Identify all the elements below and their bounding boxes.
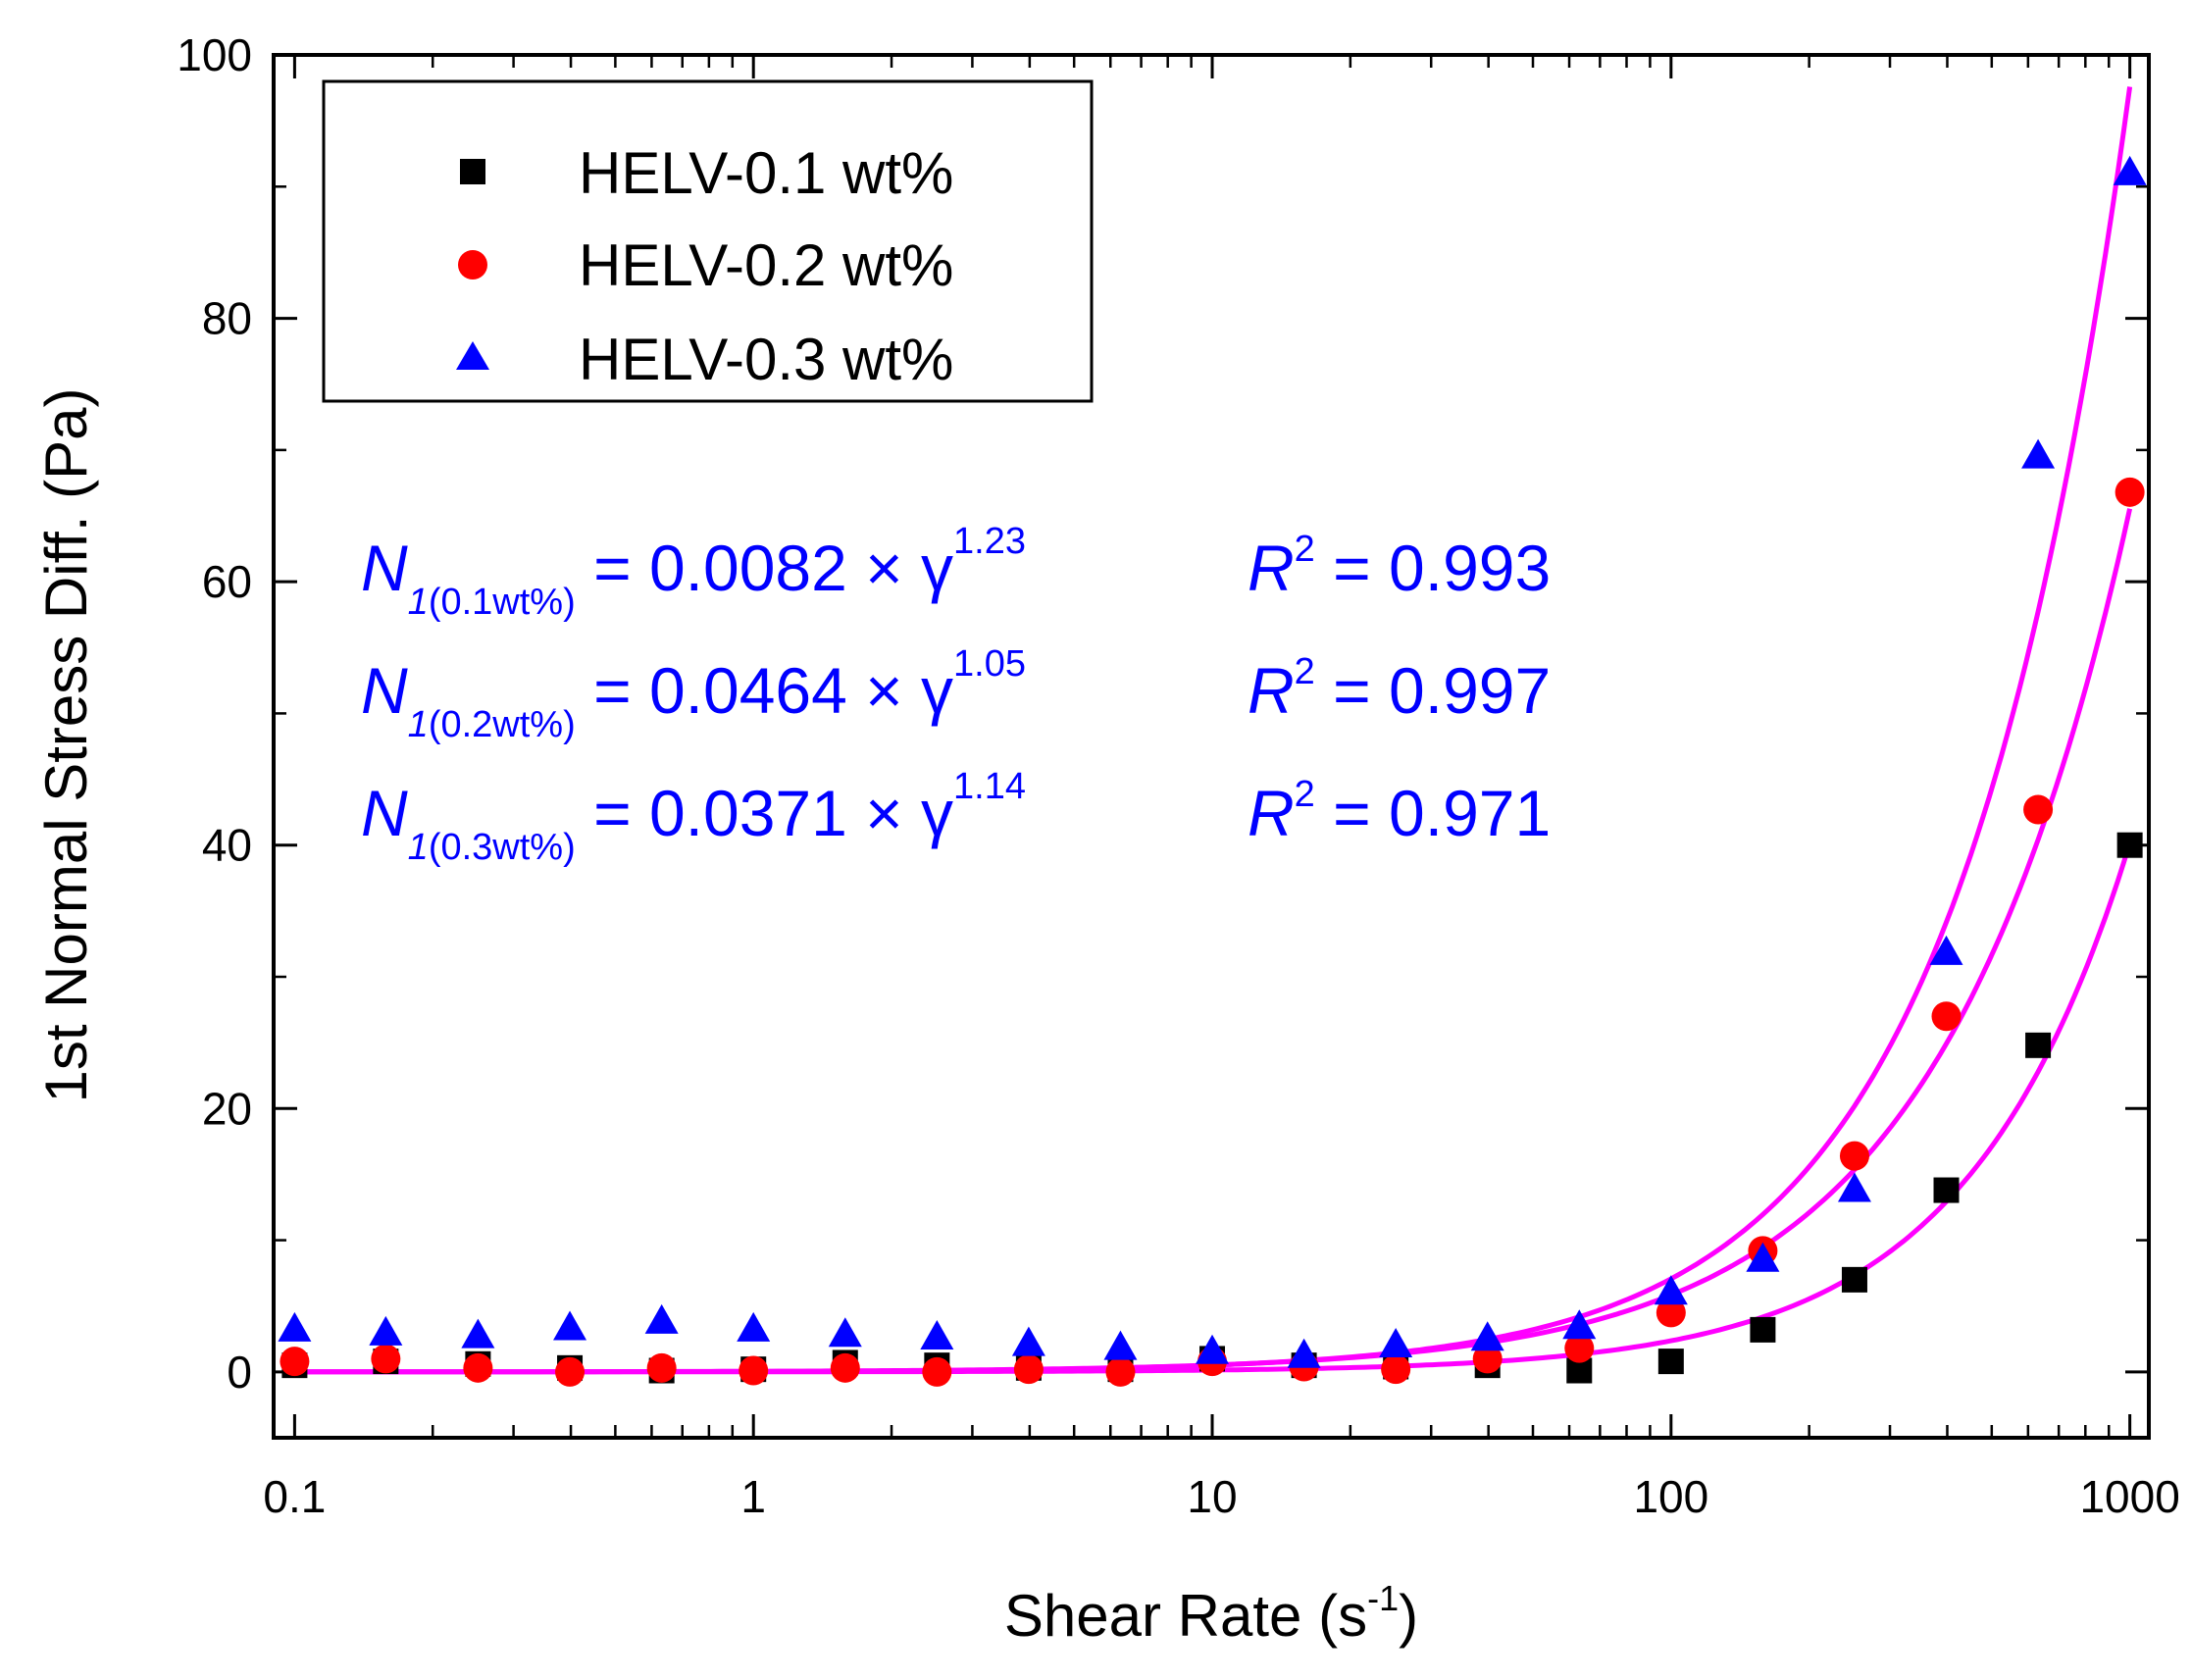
point-0.3wt — [461, 1318, 495, 1349]
point-0.3wt — [1287, 1338, 1321, 1368]
point-0.3wt — [553, 1310, 587, 1341]
point-0.2wt — [1013, 1354, 1044, 1385]
point-0.3wt — [737, 1311, 771, 1342]
r2-2: R2 = 0.971 — [1248, 774, 1551, 849]
r2-1: R2 = 0.997 — [1248, 651, 1551, 727]
point-0.3wt — [1470, 1321, 1504, 1351]
y-tick-label: 20 — [202, 1083, 252, 1134]
x-tick-label: 1 — [740, 1471, 766, 1522]
y-tick-label: 100 — [177, 29, 252, 80]
point-0.3wt — [1379, 1328, 1413, 1357]
point-0.1wt — [1750, 1316, 1776, 1343]
point-0.2wt — [1931, 1001, 1962, 1032]
point-0.3wt — [644, 1303, 679, 1334]
point-0.2wt — [2023, 794, 2054, 825]
point-0.2wt — [1656, 1298, 1686, 1328]
point-0.3wt — [828, 1317, 862, 1348]
point-0.3wt — [369, 1315, 403, 1346]
y-tick-label: 60 — [202, 556, 252, 607]
point-0.2wt — [371, 1344, 401, 1374]
point-0.3wt — [1654, 1275, 1688, 1305]
point-0.1wt — [1933, 1177, 1960, 1203]
x-tick-label: 1000 — [2079, 1471, 2179, 1522]
legend-marker-2 — [456, 341, 489, 370]
point-0.2wt — [1839, 1141, 1869, 1171]
equation-0: N1(0.1wt%) = 0.0082 × γ1.23 — [361, 521, 1026, 623]
point-0.3wt — [1746, 1242, 1780, 1272]
point-0.3wt — [1562, 1309, 1597, 1340]
legend: HELV-0.1 wt% HELV-0.2 wt% HELV-0.3 wt% — [322, 79, 1094, 403]
point-0.1wt — [2025, 1032, 2052, 1058]
point-0.1wt — [2116, 832, 2143, 858]
legend-box — [322, 79, 1094, 403]
point-0.2wt — [1381, 1354, 1411, 1385]
data-points — [278, 155, 2147, 1387]
legend-label-1: HELV-0.2 wt% — [579, 232, 953, 298]
fit-0.2wt-curve — [294, 508, 2133, 1375]
y-tick-label: 0 — [227, 1347, 252, 1398]
r2-0: R2 = 0.993 — [1248, 529, 1551, 604]
legend-marker-1 — [458, 250, 487, 280]
point-0.3wt — [278, 1311, 312, 1342]
legend-label-0: HELV-0.1 wt% — [579, 140, 953, 206]
x-tick-label: 0.1 — [263, 1471, 326, 1522]
point-0.3wt — [1929, 935, 1963, 965]
point-0.1wt — [1657, 1349, 1684, 1375]
point-0.3wt — [2113, 155, 2147, 185]
point-0.1wt — [1841, 1266, 1867, 1293]
equation-1: N1(0.2wt%) = 0.0464 × γ1.05 — [361, 643, 1026, 745]
point-0.2wt — [463, 1352, 493, 1383]
point-0.3wt — [1196, 1334, 1230, 1364]
point-0.3wt — [2021, 438, 2056, 469]
x-axis-title: Shear Rate (s-1) — [1004, 1578, 1418, 1649]
point-0.2wt — [739, 1355, 769, 1386]
point-0.3wt — [1103, 1330, 1138, 1360]
point-0.2wt — [1472, 1344, 1503, 1374]
fit-equations: N1(0.1wt%) = 0.0082 × γ1.23 R2 = 0.993 N… — [361, 521, 1551, 868]
x-tick-label: 100 — [1633, 1471, 1708, 1522]
y-tick-label: 80 — [202, 293, 252, 344]
point-0.2wt — [2115, 477, 2145, 507]
legend-marker-0 — [460, 159, 485, 184]
axes: 0.1 1 10 100 1000 0 20 40 60 80 100 — [177, 29, 2180, 1522]
point-0.2wt — [555, 1356, 586, 1387]
point-0.2wt — [646, 1352, 677, 1383]
y-axis-title: 1st Normal Stress Diff. (Pa) — [33, 387, 99, 1102]
y-tick-label: 40 — [202, 820, 252, 871]
point-0.3wt — [920, 1319, 954, 1349]
point-0.2wt — [830, 1352, 860, 1383]
equation-2: N1(0.3wt%) = 0.0371 × γ1.14 — [361, 766, 1026, 868]
point-0.2wt — [922, 1356, 952, 1387]
point-0.2wt — [1105, 1356, 1136, 1387]
x-tick-label: 10 — [1187, 1471, 1237, 1522]
point-0.3wt — [1011, 1326, 1045, 1356]
point-0.2wt — [280, 1347, 310, 1377]
point-0.3wt — [1837, 1172, 1871, 1202]
legend-label-2: HELV-0.3 wt% — [579, 327, 953, 392]
point-0.2wt — [1564, 1333, 1595, 1363]
